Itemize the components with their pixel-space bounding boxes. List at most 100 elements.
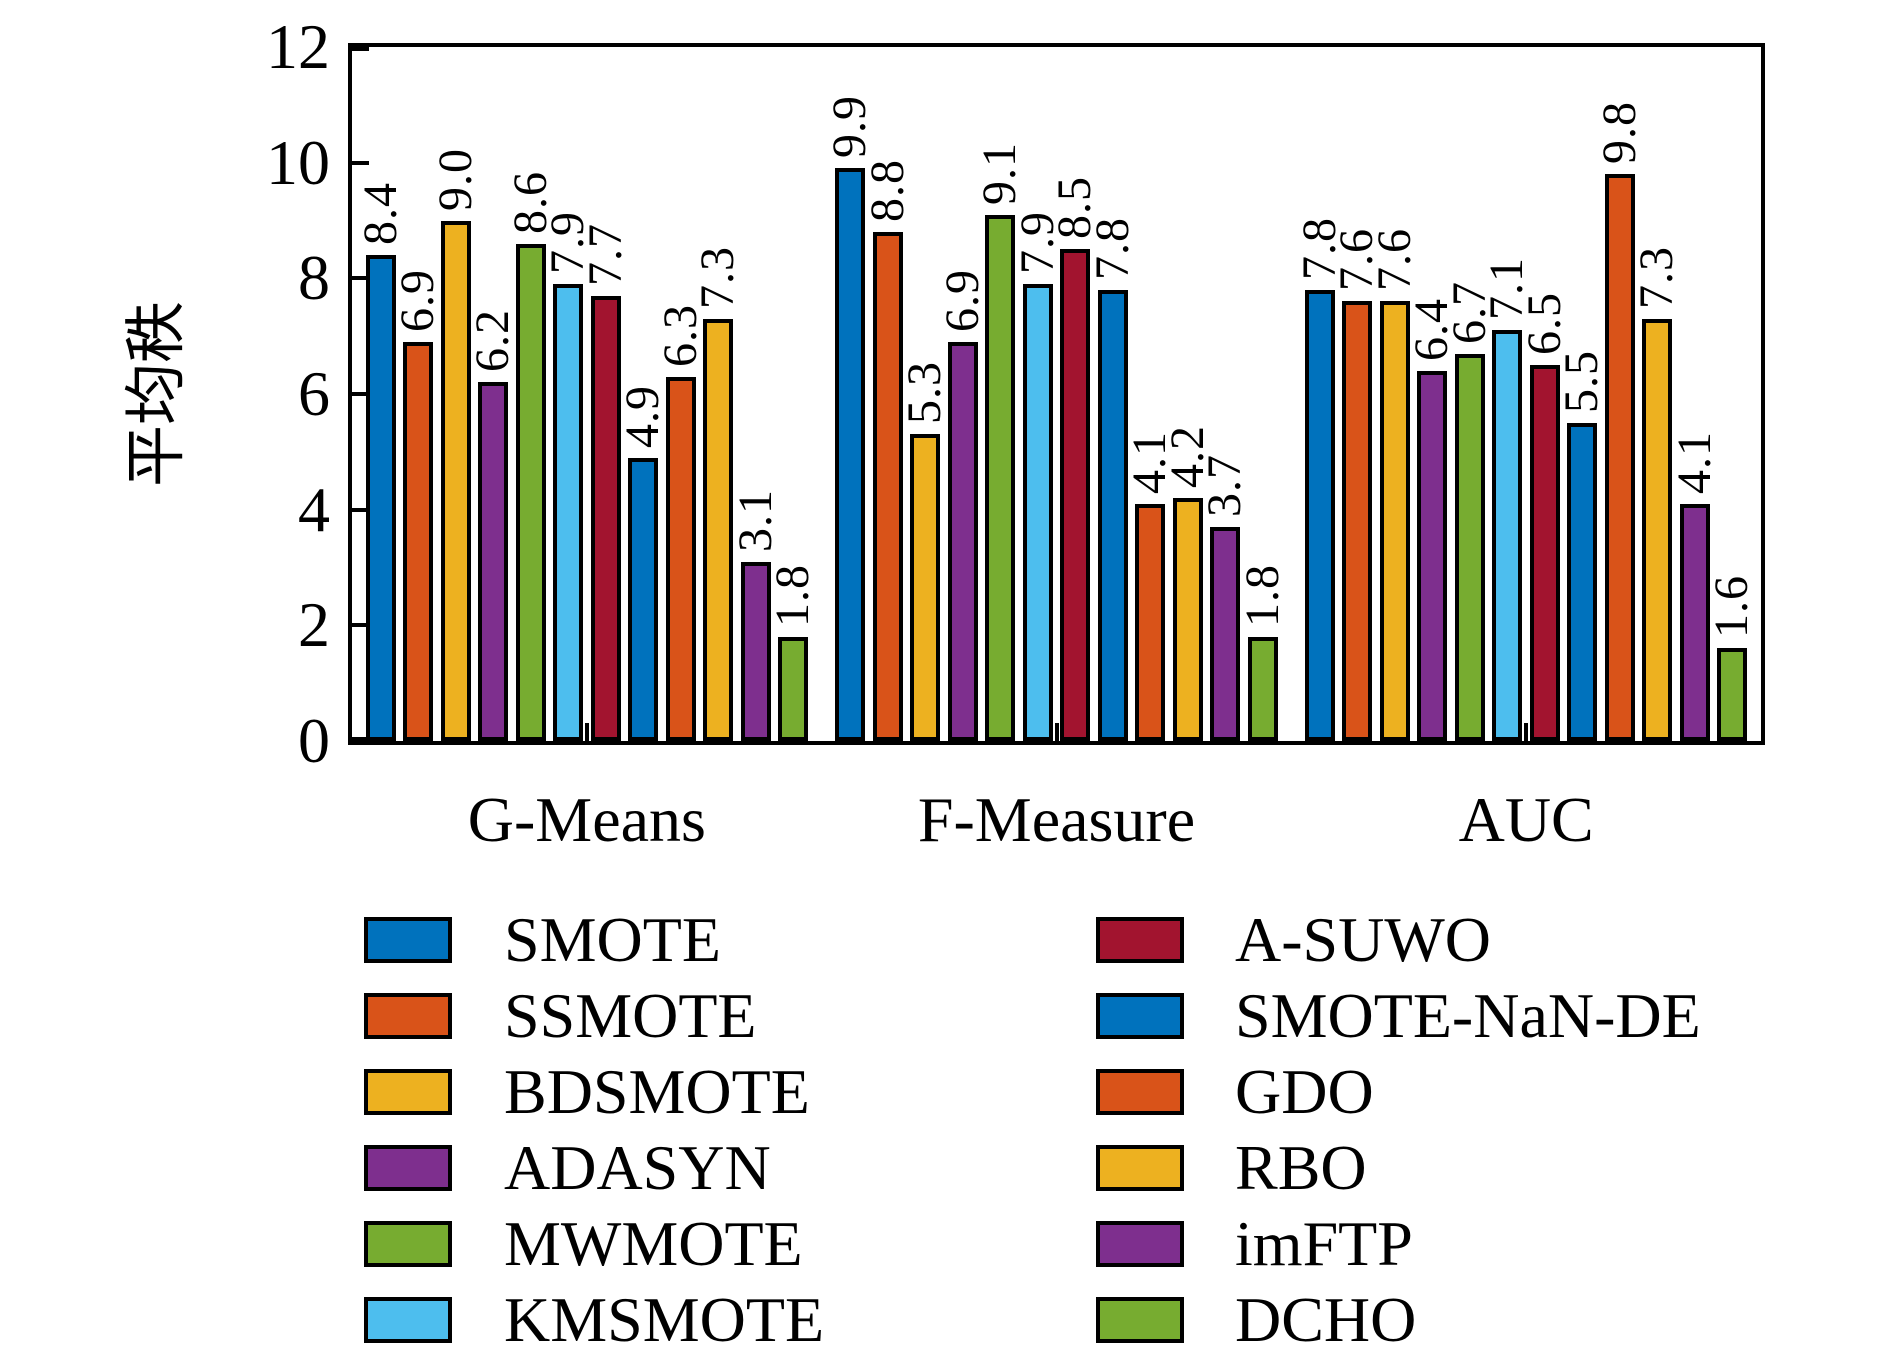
legend-label-ADASYN: ADASYN: [504, 1132, 771, 1203]
legend-label-SMOTE: SMOTE: [504, 904, 721, 975]
bar-value-label: 5.3: [898, 361, 952, 425]
bar-G-Means-SMOTE-NaN-DE: [628, 457, 659, 741]
bar-F-Measure-SMOTE-NaN-DE: [1097, 289, 1128, 741]
bar-value-label: 6.9: [935, 268, 989, 332]
x-tick-mark: [1524, 723, 1529, 741]
bar-value-label: 9.1: [973, 141, 1027, 205]
bar-value-label: 1.8: [766, 563, 820, 627]
bar-G-Means-BDSMOTE: [440, 220, 471, 741]
bar-G-Means-imFTP: [740, 561, 771, 741]
plot-area: 8.4 6.9 9.0 6.2 8.6 7.9 7.7 4.9 6.3 7.3 3.1 1.8 9.9 8…: [348, 43, 1765, 745]
bar-G-Means-A-SUWO: [590, 295, 621, 741]
bar-AUC-SMOTE: [1304, 289, 1335, 741]
x-category-label: G-Means: [467, 784, 706, 855]
bar-value-label: 4.9: [616, 384, 670, 448]
bar-F-Measure-KMSMOTE: [1022, 284, 1053, 741]
bar-AUC-SSMOTE: [1342, 301, 1373, 741]
bar-G-Means-SSMOTE: [403, 341, 434, 741]
bar-F-Measure-MWMOTE: [985, 214, 1016, 741]
bar-value-label: 6.2: [466, 309, 520, 373]
legend-swatch-KMSMOTE: [364, 1297, 452, 1343]
bar-value-label: 3.1: [728, 488, 782, 552]
bar-value-label: 1.6: [1705, 575, 1759, 639]
y-tick-mark: [352, 623, 369, 628]
bar-value-label: 6.9: [391, 268, 445, 332]
y-tick-mark: [352, 737, 369, 741]
y-tick-mark: [352, 507, 369, 512]
bar-G-Means-GDO: [665, 376, 696, 741]
legend-swatch-imFTP: [1096, 1221, 1184, 1267]
x-tick-mark: [1054, 723, 1059, 741]
y-tick-label: 0: [298, 705, 330, 776]
y-tick-label: 10: [266, 126, 330, 198]
bar-value-label: 7.8: [1085, 216, 1139, 280]
bar-value-label: 6.5: [1517, 292, 1571, 356]
bar-value-label: 7.7: [578, 222, 632, 286]
bar-value-label: 9.8: [1592, 101, 1646, 165]
bar-value-label: 4.1: [1667, 430, 1721, 494]
bar-G-Means-ADASYN: [478, 382, 509, 741]
bar-G-Means-DCHO: [778, 636, 809, 741]
legend-label-KMSMOTE: KMSMOTE: [504, 1284, 825, 1355]
x-category-label: F-Measure: [917, 784, 1196, 855]
bar-AUC-KMSMOTE: [1492, 330, 1523, 741]
y-tick-mark: [352, 392, 369, 396]
bar-F-Measure-GDO: [1135, 503, 1166, 741]
bar-F-Measure-ADASYN: [947, 341, 978, 741]
legend-label-MWMOTE: MWMOTE: [504, 1208, 803, 1279]
bar-value-label: 1.8: [1235, 563, 1289, 627]
legend-label-GDO: GDO: [1235, 1056, 1374, 1127]
bar-G-Means-KMSMOTE: [553, 284, 584, 741]
legend-swatch-SMOTE: [364, 917, 452, 963]
bar-F-Measure-imFTP: [1210, 527, 1241, 741]
bar-value-label: 6.3: [653, 303, 707, 367]
bar-value-label: 9.9: [823, 95, 877, 159]
bar-value-label: 7.3: [1630, 245, 1684, 309]
bar-F-Measure-RBO: [1172, 498, 1203, 741]
y-tick-label: 8: [298, 242, 330, 314]
bar-value-label: 8.4: [353, 182, 407, 246]
y-tick-label: 4: [298, 473, 330, 545]
bar-AUC-SMOTE-NaN-DE: [1567, 422, 1598, 741]
bar-AUC-DCHO: [1717, 648, 1748, 741]
x-category-label: AUC: [1458, 784, 1594, 855]
legend-swatch-SSMOTE: [364, 993, 452, 1039]
bar-AUC-BDSMOTE: [1379, 301, 1410, 741]
y-tick-mark: [352, 276, 369, 281]
legend-swatch-A-SUWO: [1096, 917, 1184, 963]
legend-swatch-ADASYN: [364, 1145, 452, 1191]
legend-label-DCHO: DCHO: [1235, 1284, 1417, 1355]
bar-F-Measure-SMOTE: [835, 168, 866, 741]
bar-F-Measure-DCHO: [1247, 636, 1278, 741]
legend-swatch-DCHO: [1096, 1297, 1184, 1343]
y-tick-mark: [352, 160, 369, 165]
bar-F-Measure-A-SUWO: [1060, 249, 1091, 741]
x-tick-mark: [584, 723, 589, 741]
bar-G-Means-MWMOTE: [515, 243, 546, 741]
bar-AUC-ADASYN: [1417, 370, 1448, 741]
bar-value-label: 5.5: [1555, 349, 1609, 413]
bar-F-Measure-SSMOTE: [872, 232, 903, 741]
y-tick-label: 6: [298, 358, 330, 429]
y-tick-label: 2: [298, 589, 330, 661]
bar-value-label: 7.3: [691, 245, 745, 309]
bar-F-Measure-BDSMOTE: [910, 434, 941, 741]
bar-AUC-A-SUWO: [1529, 365, 1560, 741]
bar-G-Means-RBO: [703, 318, 734, 741]
bar-value-label: 7.6: [1367, 228, 1421, 292]
y-tick-mark: [352, 47, 369, 51]
legend-swatch-BDSMOTE: [364, 1069, 452, 1115]
bar-AUC-RBO: [1642, 318, 1673, 741]
legend-label-A-SUWO: A-SUWO: [1235, 904, 1491, 975]
legend-swatch-MWMOTE: [364, 1221, 452, 1267]
bar-AUC-MWMOTE: [1454, 353, 1485, 741]
legend-swatch-RBO: [1096, 1145, 1184, 1191]
legend-label-imFTP: imFTP: [1235, 1208, 1413, 1279]
y-tick-label: 12: [266, 11, 330, 82]
bar-value-label: 9.0: [428, 147, 482, 211]
legend-swatch-SMOTE-NaN-DE: [1096, 993, 1184, 1039]
legend-label-BDSMOTE: BDSMOTE: [504, 1056, 810, 1127]
bar-AUC-GDO: [1604, 174, 1635, 741]
legend-swatch-GDO: [1096, 1069, 1184, 1115]
